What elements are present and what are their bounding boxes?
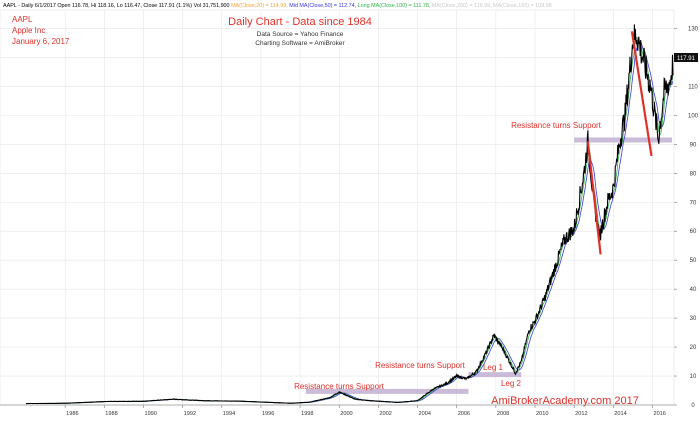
last-price-badge (674, 53, 698, 62)
chart-title: Daily Chart - Data since 1984 (228, 16, 372, 28)
header-prefix: AAPL - Daily 6/1/2017 Open 116.78, Hi 11… (3, 3, 231, 9)
annotation-resistance-support-1: Resistance turns Support (294, 382, 385, 391)
x-tick-label: 2008 (497, 411, 509, 417)
support-band (468, 372, 522, 378)
y-tick-label: 80 (690, 171, 697, 177)
y-tick-label: 40 (690, 287, 697, 293)
x-tick-label: 1990 (144, 411, 156, 417)
trend-line (586, 141, 602, 255)
x-tick-label: 2002 (379, 411, 391, 417)
y-axis-ticks: 0102030405060708090100110120130 (674, 26, 699, 409)
y-tick-label: 130 (688, 26, 699, 32)
x-tick-label: 1992 (184, 411, 196, 417)
x-tick-label: 1986 (66, 411, 78, 417)
company-label: Apple Inc (12, 26, 45, 35)
annotation-resistance-support-3: Resistance turns Support (511, 121, 602, 130)
annotation-resistance-support-2: Resistance turns Support (375, 361, 466, 370)
annotation-leg-2: Leg 2 (501, 379, 522, 388)
software-label: Charting Software = AmiBroker (255, 40, 345, 47)
y-tick-label: 30 (690, 316, 697, 322)
y-tick-label: 10 (690, 374, 697, 380)
x-tick-label: 1998 (301, 411, 313, 417)
x-tick-label: 2006 (458, 411, 470, 417)
annotation-leg-1: Leg 1 (483, 363, 504, 372)
x-tick-label: 1988 (105, 411, 117, 417)
y-tick-label: 0 (691, 403, 695, 409)
y-tick-label: 50 (690, 258, 697, 264)
x-axis-ticks: 1986 1988 1990 1992 1994 1996 1998 2000 2002 2004… (64, 405, 666, 417)
x-tick-label: 1994 (223, 411, 235, 417)
y-tick-label: 20 (690, 345, 697, 351)
header-ma-item: MA(Close,150) = 109.98 (493, 3, 552, 9)
plot-area (0, 9, 675, 406)
header-ma-item: MA(Close,200) = 119.99, (432, 3, 493, 9)
support-bands (305, 137, 673, 394)
header-ma-item: Long MA(Close,100) = 111.78, (358, 3, 432, 9)
y-tick-label: 90 (690, 142, 697, 148)
x-tick-label: 1996 (262, 411, 274, 417)
header-ma-item: MA(Close,20) = 114.99, (231, 3, 289, 9)
chart-header-info: AAPL - Daily 6/1/2017 Open 116.78, Hi 11… (3, 3, 552, 9)
grid-lines (0, 10, 674, 406)
support-band (574, 137, 673, 143)
price-line (25, 24, 674, 405)
ticker-label: AAPL (12, 15, 33, 24)
data-source-label: Data Source = Yahoo Finance (257, 31, 344, 38)
watermark-text: AmiBrokerAcademy.com 2017 (491, 395, 639, 407)
support-band (305, 388, 469, 394)
y-tick-label: 100 (688, 113, 699, 119)
x-tick-label: 2000 (340, 411, 352, 417)
trend-lines (586, 31, 653, 255)
last-price-label: 117.91 (677, 56, 696, 62)
date-label: January 6, 2017 (12, 37, 70, 46)
price-series (25, 24, 674, 405)
x-tick-label: 2016 (653, 411, 665, 417)
y-tick-label: 60 (690, 229, 697, 235)
y-tick-label: 110 (688, 84, 698, 90)
x-tick-label: 2012 (575, 411, 587, 417)
x-tick-label: 2010 (536, 411, 548, 417)
header-ma-item: Mid MA(Close,50) = 112.74, (289, 3, 357, 9)
y-tick-label: 70 (690, 200, 697, 206)
trend-line (630, 31, 653, 157)
x-tick-label: 2004 (419, 411, 431, 417)
x-tick-label: 2014 (614, 411, 626, 417)
